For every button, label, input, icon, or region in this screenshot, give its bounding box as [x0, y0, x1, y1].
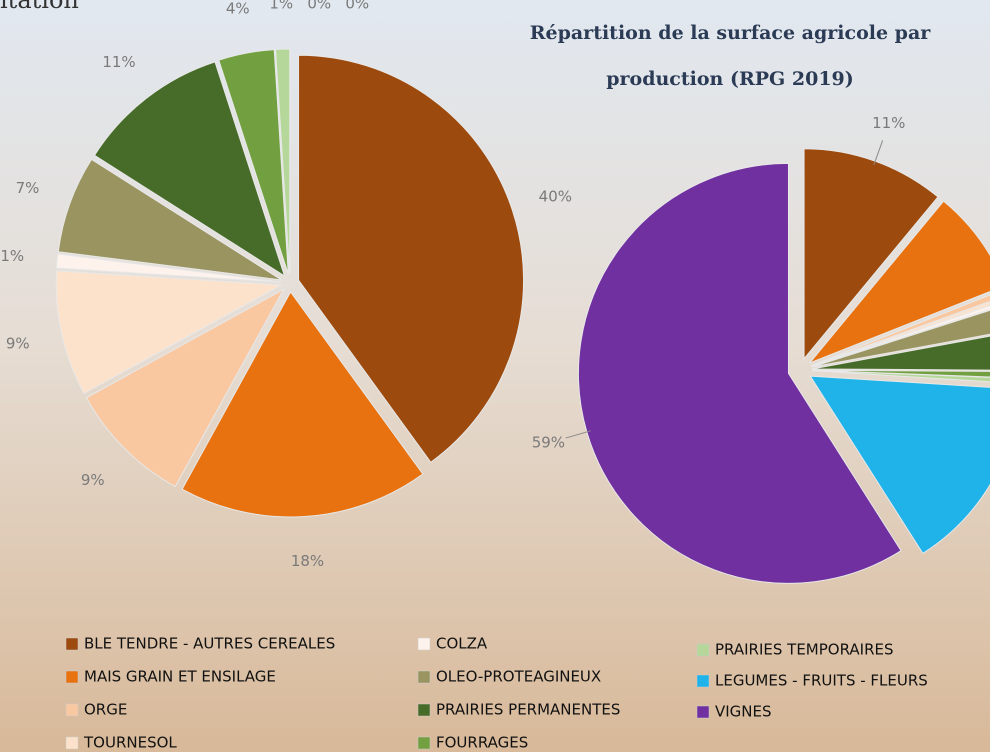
- pie-slice: [55, 270, 283, 395]
- pie-slice: [809, 375, 990, 555]
- data-label: 1%: [269, 0, 293, 13]
- pie-slice: [181, 291, 424, 518]
- data-label: 9%: [81, 471, 105, 489]
- pie-slice: [811, 370, 990, 383]
- legend-swatch: [417, 637, 431, 651]
- pie-slice: [809, 200, 990, 364]
- data-label: 0%: [345, 0, 369, 13]
- legend-label: ORGE: [84, 701, 127, 719]
- chart-title: Répartition de la surface agricole par p…: [529, 22, 931, 90]
- legend-swatch: [696, 643, 710, 657]
- legend-label: VIGNES: [715, 703, 772, 721]
- legend-swatch: [65, 637, 79, 651]
- legend-label: PRAIRIES TEMPORAIRES: [715, 641, 894, 659]
- legend-swatch: [417, 736, 431, 750]
- pie-slice: [218, 49, 289, 275]
- legend-label: FOURRAGES: [436, 734, 528, 752]
- pie-slice: [811, 369, 990, 378]
- leader-line: [873, 140, 884, 166]
- data-label: 0%: [307, 0, 331, 13]
- chart-title: itation: [0, 0, 79, 14]
- legend-swatch: [65, 670, 79, 684]
- data-label: 18%: [291, 552, 324, 570]
- legend-label: LEGUMES - FRUITS - FLEURS: [715, 672, 928, 690]
- data-label: 4%: [226, 0, 250, 17]
- legend-swatch: [65, 736, 79, 750]
- legend-swatch: [417, 703, 431, 717]
- legend-swatch: [696, 674, 710, 688]
- legend-swatch: [65, 703, 79, 717]
- legend-label: PRAIRIES PERMANENTES: [436, 701, 620, 719]
- legend-label: BLE TENDRE - AUTRES CEREALES: [84, 635, 335, 653]
- pie-slice: [811, 335, 990, 371]
- legend-label: TOURNESOL: [83, 734, 177, 752]
- pie-slice: [811, 301, 990, 367]
- data-label: 9%: [6, 334, 30, 352]
- pie-slice: [93, 61, 286, 278]
- legend-swatch: [417, 670, 431, 684]
- leader-line: [565, 430, 591, 439]
- pie-slice: [811, 309, 990, 368]
- data-label: 59%: [532, 434, 565, 452]
- pie-slice: [811, 305, 990, 367]
- legend-label: OLEO-PROTEAGINEUX: [436, 668, 601, 686]
- data-label: 1%: [0, 247, 24, 265]
- pie-slice: [85, 288, 285, 488]
- data-label: 7%: [16, 179, 40, 197]
- legend-label: COLZA: [436, 635, 488, 653]
- pie-slice: [57, 158, 282, 281]
- data-label: 40%: [539, 187, 572, 205]
- pie-slice: [811, 294, 990, 367]
- pie-slice: [55, 253, 282, 283]
- legend-label: MAIS GRAIN ET ENSILAGE: [84, 668, 276, 686]
- legend-swatch: [696, 705, 710, 719]
- data-label: 11%: [102, 53, 135, 71]
- pie-slice: [298, 54, 525, 463]
- data-label: 11%: [872, 114, 905, 132]
